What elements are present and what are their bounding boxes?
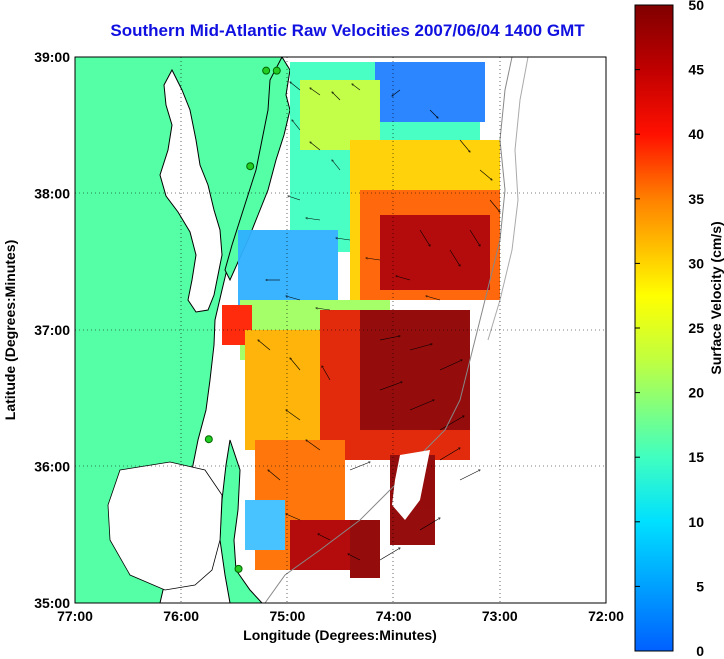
plot-frame bbox=[74, 56, 607, 604]
y-tick-label: 36:00 bbox=[34, 459, 70, 475]
colorbar-tick-label: 25 bbox=[688, 320, 704, 336]
station-marker bbox=[262, 66, 271, 75]
colorbar-tick-label: 15 bbox=[688, 449, 704, 465]
velocity-vectors bbox=[258, 82, 500, 561]
colorbar-tick-label: 50 bbox=[688, 0, 704, 13]
x-tick-label: 74:00 bbox=[376, 608, 412, 624]
y-axis-label: Latitude (Degrees:Minutes) bbox=[2, 240, 18, 420]
chesapeake-bay bbox=[159, 68, 223, 313]
colorbar-tick-label: 0 bbox=[696, 643, 704, 659]
hf-radar-stations bbox=[204, 66, 281, 573]
y-tick-label: 38:00 bbox=[34, 186, 70, 202]
x-tick-label: 76:00 bbox=[163, 608, 199, 624]
station-marker bbox=[272, 66, 281, 75]
colorbar-tick-label: 30 bbox=[688, 255, 704, 271]
x-tick-labels: 77:00 76:00 75:00 74:00 73:00 72:00 bbox=[57, 608, 624, 624]
colorbar-tick-label: 40 bbox=[688, 126, 704, 142]
colorbar-tick-label: 35 bbox=[688, 191, 704, 207]
y-tick-label: 39:00 bbox=[34, 49, 70, 65]
colorbar bbox=[634, 4, 674, 652]
data-gap bbox=[392, 450, 430, 520]
y-tick-label: 35:00 bbox=[34, 595, 70, 611]
colorbar-tick-label: 5 bbox=[696, 578, 704, 594]
station-marker bbox=[204, 435, 213, 444]
station-marker bbox=[234, 564, 243, 573]
x-tick-label: 77:00 bbox=[57, 608, 93, 624]
velocity-field bbox=[222, 62, 500, 578]
y-tick-label: 37:00 bbox=[34, 322, 70, 338]
x-tick-label: 75:00 bbox=[269, 608, 305, 624]
colorbar-tick-label: 45 bbox=[688, 62, 704, 78]
colorbar-tick-label: 20 bbox=[688, 385, 704, 401]
land-peninsula bbox=[224, 57, 291, 282]
x-tick-label: 72:00 bbox=[588, 608, 624, 624]
x-tick-label: 73:00 bbox=[482, 608, 518, 624]
map-title: Southern Mid-Atlantic Raw Velocities 200… bbox=[110, 21, 585, 40]
map-grid bbox=[75, 57, 606, 603]
x-axis-label: Longitude (Degrees:Minutes) bbox=[243, 627, 437, 643]
isobath-line bbox=[487, 57, 529, 341]
y-tick-labels: 39:00 38:00 37:00 36:00 35:00 bbox=[34, 49, 70, 611]
colorbar-label: Surface Velocity (cm/s) bbox=[708, 221, 724, 374]
colorbar-tick-label: 10 bbox=[688, 514, 704, 530]
pamlico-sound bbox=[107, 461, 223, 591]
station-marker bbox=[246, 162, 255, 171]
isobath-line bbox=[264, 57, 513, 603]
